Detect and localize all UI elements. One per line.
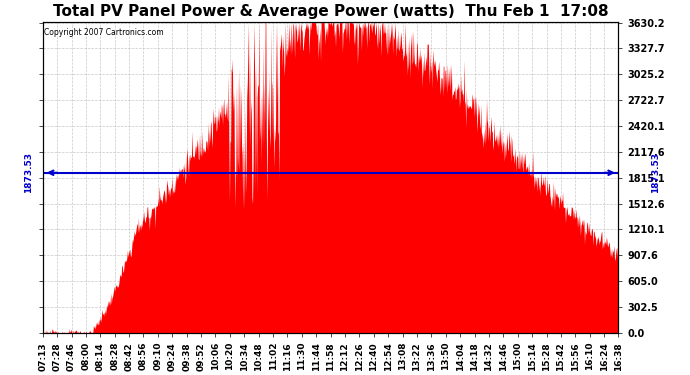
Title: Total PV Panel Power & Average Power (watts)  Thu Feb 1  17:08: Total PV Panel Power & Average Power (wa… bbox=[53, 4, 609, 19]
Text: 1873.53: 1873.53 bbox=[651, 152, 660, 193]
Text: 1873.53: 1873.53 bbox=[24, 152, 33, 193]
Text: Copyright 2007 Cartronics.com: Copyright 2007 Cartronics.com bbox=[44, 28, 164, 37]
